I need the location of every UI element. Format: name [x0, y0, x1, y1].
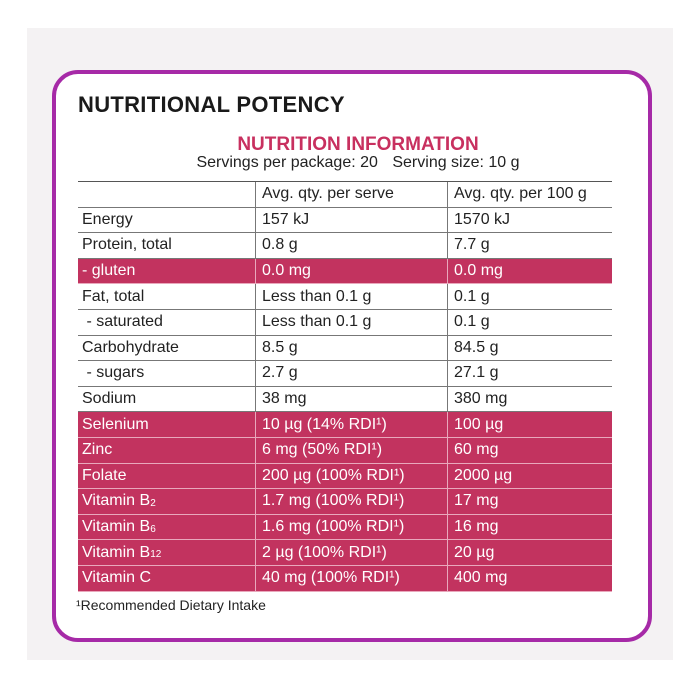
per-100g-cell: 2000 µg [454, 466, 513, 484]
table-row: Vitamin B 6 1.6 mg (100% RDI¹) 16 mg [78, 514, 612, 541]
nutrient-cell: Selenium [78, 412, 256, 437]
table-row: Protein, total 0.8 g 7.7 g [78, 233, 612, 259]
per-serve-cell: 0.0 mg [256, 258, 448, 284]
nutrient-cell: Protein, total [78, 233, 256, 258]
nutrient-label: - saturated [82, 313, 163, 331]
per-serve-cell: 6 mg (50% RDI¹) [256, 437, 448, 463]
per-100g-cell: 84.5 g [454, 338, 499, 356]
nutrient-subscript: 12 [150, 549, 162, 561]
nutrient-label: Vitamin B [82, 518, 151, 536]
table-row: Selenium 10 µg (14% RDI¹) 100 µg [78, 412, 612, 438]
per-100g-cell: 7.7 g [454, 236, 490, 254]
servings-info: Servings per package: 20 Serving size: 1… [78, 154, 638, 172]
table-row: Sodium 38 mg 380 mg [78, 386, 612, 413]
per-serve-cell: 8.5 g [256, 335, 448, 361]
table-row: Vitamin C 40 mg (100% RDI¹) 400 mg [78, 565, 612, 592]
header-cell: Avg. qty. per serve [256, 182, 448, 207]
per-serve-cell: 0.8 g [256, 233, 448, 258]
per-serve-cell: 2 µg (100% RDI¹) [256, 540, 448, 565]
per-100g-cell: 400 mg [454, 569, 508, 587]
nutrient-label: Energy [82, 210, 133, 228]
header-cell [78, 182, 256, 207]
per-100g-cell: 20 µg [454, 543, 495, 561]
nutrient-label: Carbohydrate [82, 338, 179, 356]
table-row: Zinc 6 mg (50% RDI¹) 60 mg [78, 437, 612, 464]
table-row: Vitamin B 12 2 µg (100% RDI¹) 20 µg [78, 540, 612, 566]
table-row: Carbohydrate 8.5 g 84.5 g [78, 335, 612, 362]
nutrient-cell: Sodium [78, 386, 256, 412]
nutrient-cell: - sugars [78, 361, 256, 386]
header-cell: Avg. qty. per 100 g [454, 185, 587, 203]
table-row: Energy 157 kJ 1570 kJ [78, 207, 612, 234]
per-serve-cell: 1.7 mg (100% RDI¹) [256, 489, 448, 514]
nutrient-label: Fat, total [82, 287, 145, 305]
per-100g-cell: 16 mg [454, 518, 499, 536]
per-100g-cell: 0.0 mg [454, 262, 503, 280]
per-serve-cell: Less than 0.1 g [256, 284, 448, 309]
serving-size: Serving size: 10 g [392, 154, 520, 171]
nutrient-subscript: 2 [150, 497, 156, 509]
table-row: - saturated Less than 0.1 g 0.1 g [78, 309, 612, 336]
per-serve-cell: 40 mg (100% RDI¹) [256, 565, 448, 591]
footnote: ¹Recommended Dietary Intake [76, 597, 266, 613]
per-100g-cell: 0.1 g [454, 313, 490, 331]
per-100g-cell: 1570 kJ [454, 210, 511, 228]
table-row: Fat, total Less than 0.1 g 0.1 g [78, 284, 612, 310]
nutrient-cell: Energy [78, 207, 256, 233]
per-100g-cell: 60 mg [454, 441, 499, 459]
nutrient-label: - gluten [82, 262, 136, 280]
table-row: Folate 200 µg (100% RDI¹) 2000 µg [78, 463, 612, 490]
nutrient-cell: - saturated [78, 309, 256, 335]
nutrient-cell: Vitamin C [78, 565, 256, 591]
nutrient-cell: - gluten [78, 258, 256, 284]
nutrient-subscript: 6 [150, 523, 156, 535]
nutrient-cell: Zinc [78, 437, 256, 463]
nutrient-label: Zinc [82, 441, 113, 459]
table-row: - sugars 2.7 g 27.1 g [78, 361, 612, 387]
per-serve-cell: Less than 0.1 g [256, 309, 448, 335]
per-100g-cell: 17 mg [454, 492, 499, 510]
nutrient-label: Sodium [82, 390, 137, 408]
table-heading: NUTRITION INFORMATION [237, 134, 479, 155]
nutrient-cell: Vitamin B 12 [78, 540, 256, 565]
per-serve-cell: 200 µg (100% RDI¹) [256, 463, 448, 489]
per-100g-cell: 27.1 g [454, 364, 499, 382]
nutrient-label: Folate [82, 466, 127, 484]
per-serve-cell: 1.6 mg (100% RDI¹) [256, 514, 448, 540]
header-row: Avg. qty. per serve Avg. qty. per 100 g [78, 182, 612, 208]
nutrient-cell: Fat, total [78, 284, 256, 309]
per-serve-cell: 157 kJ [256, 207, 448, 233]
table-row: Vitamin B 2 1.7 mg (100% RDI¹) 17 mg [78, 489, 612, 515]
per-100g-cell: 0.1 g [454, 287, 490, 305]
nutrient-label: Selenium [82, 415, 149, 433]
per-100g-cell: 100 µg [454, 415, 504, 433]
nutrient-label: Vitamin B [82, 492, 151, 510]
nutrient-label: - sugars [82, 364, 145, 382]
per-serve-cell: 10 µg (14% RDI¹) [256, 412, 448, 437]
per-serve-cell: 38 mg [256, 386, 448, 412]
nutrient-cell: Carbohydrate [78, 335, 256, 361]
nutrition-table: Avg. qty. per serve Avg. qty. per 100 g … [78, 181, 612, 592]
nutrient-label: Vitamin B [82, 543, 151, 561]
table-row: - gluten 0.0 mg 0.0 mg [78, 258, 612, 285]
nutrient-label: Protein, total [82, 236, 172, 254]
per-serve-cell: 2.7 g [256, 361, 448, 386]
servings-per-package: Servings per package: 20 [196, 154, 378, 171]
title: NUTRITIONAL POTENCY [78, 92, 345, 117]
nutrient-cell: Folate [78, 463, 256, 489]
nutrient-label: Vitamin C [82, 569, 152, 587]
per-100g-cell: 380 mg [454, 390, 508, 408]
